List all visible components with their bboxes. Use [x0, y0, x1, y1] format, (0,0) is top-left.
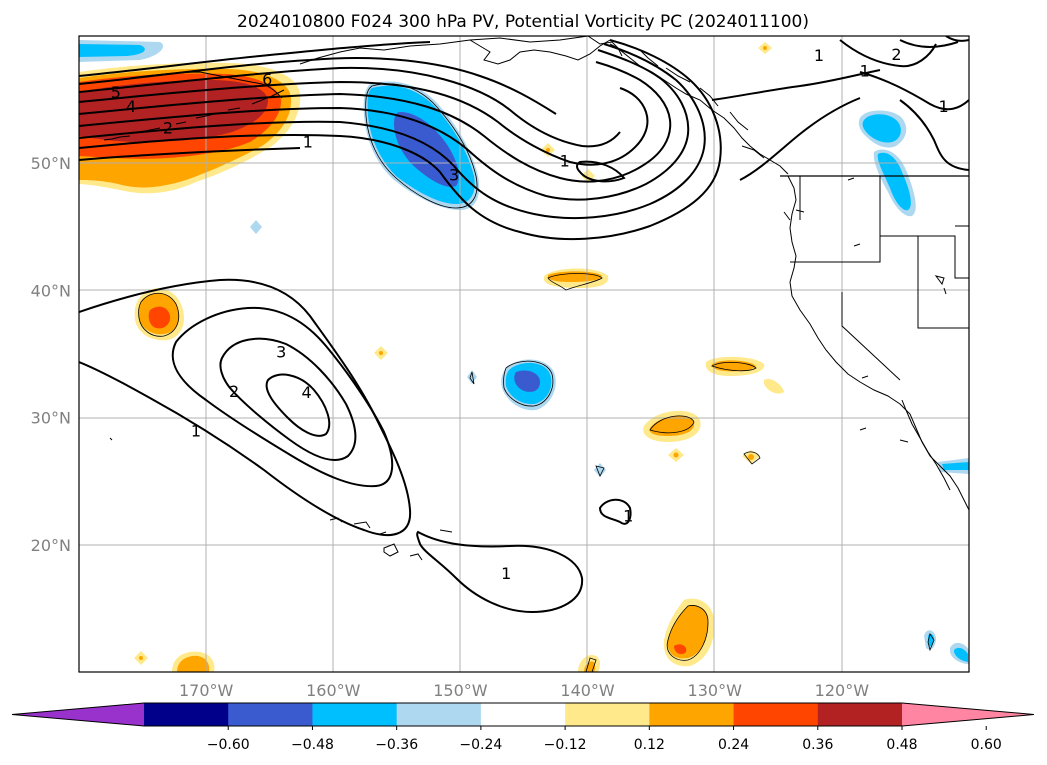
- lat-label: 50°N: [31, 154, 71, 173]
- lon-label: 130°W: [688, 681, 743, 700]
- contour-label: 1: [501, 564, 511, 583]
- contour-label: 3: [449, 166, 459, 185]
- lon-label: 160°W: [306, 681, 361, 700]
- contour-label: 6: [262, 70, 272, 89]
- colorbar-segment: [312, 703, 398, 726]
- contour-label: 1: [860, 61, 870, 80]
- contour-label: 1: [303, 133, 313, 152]
- lat-label: 30°N: [31, 409, 71, 428]
- contour-label: 3: [276, 342, 286, 361]
- contour-label: 4: [126, 97, 136, 116]
- colorbar-extend-low: [12, 703, 144, 726]
- contour-label: 5: [111, 83, 121, 102]
- contour-label: 1: [623, 507, 633, 526]
- contour-label: 1: [938, 97, 948, 116]
- colorbar-tick-label: 0.12: [634, 737, 665, 753]
- latitude-labels: 50°N 40°N 30°N 20°N: [31, 154, 71, 555]
- colorbar-tick-label: −0.24: [459, 737, 502, 753]
- contour-label: 2: [163, 119, 173, 138]
- colorbar-tick-label: 0.60: [971, 737, 1002, 753]
- contour-label: 2: [229, 382, 239, 401]
- lon-label: 150°W: [433, 681, 488, 700]
- lat-label: 20°N: [31, 536, 71, 555]
- contour-label: 1: [560, 152, 570, 171]
- colorbar-extend-high: [902, 703, 1034, 726]
- lon-label: 170°W: [179, 681, 234, 700]
- colorbar-tick-label: 0.48: [886, 737, 917, 753]
- positive-anomaly-west: [134, 288, 184, 341]
- colorbar-tick-label: 0.36: [802, 737, 833, 753]
- pv-contours: [79, 36, 969, 614]
- colorbar-segment: [565, 703, 650, 726]
- lon-label: 120°W: [815, 681, 870, 700]
- figure-title: 2024010800 F024 300 hPa PV, Potential Vo…: [237, 12, 809, 32]
- colorbar-tick-label: −0.12: [544, 737, 587, 753]
- longitude-labels: 170°W 160°W 150°W 140°W 130°W 120°W: [179, 681, 869, 700]
- colorbar-tick-label: 0.24: [718, 737, 749, 753]
- map-gridlines: [79, 36, 969, 672]
- contour-label: 1: [814, 46, 824, 65]
- colorbar-outline: [11, 702, 1035, 727]
- lon-label: 140°W: [560, 681, 615, 700]
- lat-label: 40°N: [31, 281, 71, 300]
- colorbar-tick-label: −0.36: [375, 737, 418, 753]
- colorbar-tick-label: −0.60: [207, 737, 250, 753]
- colorbar-tick-label: −0.48: [291, 737, 334, 753]
- contour-label: 2: [891, 45, 901, 64]
- colorbar-segment: [228, 703, 313, 726]
- colorbar: −0.60 −0.48 −0.36 −0.24 −0.12 0.12 0.24 0.36 0.4…: [11, 702, 1035, 753]
- colorbar-segment: [817, 703, 903, 726]
- negative-anomaly-central: [501, 359, 556, 411]
- pv-thin-contours: [138, 83, 935, 672]
- colorbar-segment: [144, 703, 229, 726]
- colorbar-segment: [396, 703, 482, 726]
- colorbar-segment: [649, 703, 735, 726]
- contour-label: 4: [301, 383, 311, 402]
- colorbar-segment: [733, 703, 819, 726]
- map-frame: [78, 35, 970, 673]
- colorbar-segment: [480, 703, 566, 726]
- contour-label: 1: [191, 421, 201, 440]
